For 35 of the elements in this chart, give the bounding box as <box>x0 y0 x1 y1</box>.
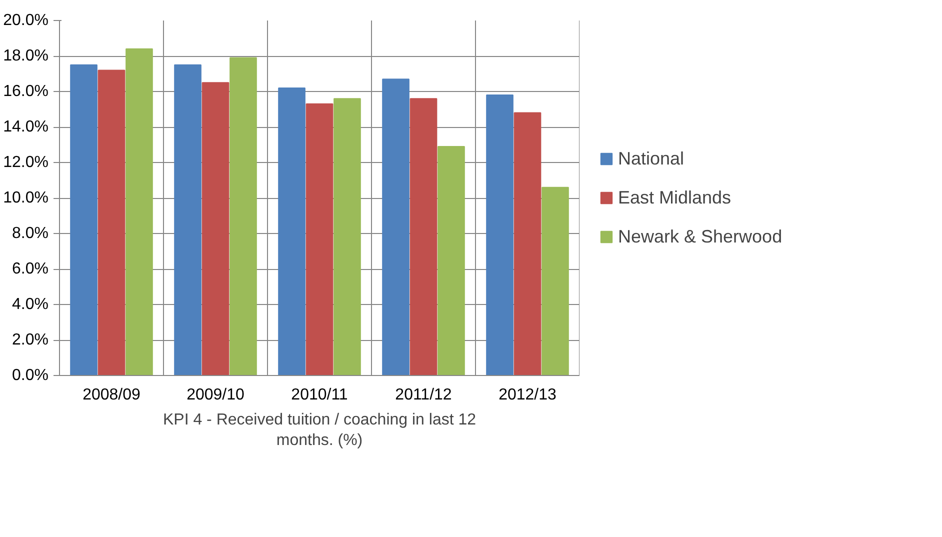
bar <box>278 87 306 376</box>
bar <box>202 82 230 376</box>
bar <box>486 94 514 376</box>
y-tick-label: 14.0% <box>3 118 49 136</box>
y-tick-label: 6.0% <box>12 260 48 278</box>
legend-label: Newark & Sherwood <box>618 226 782 247</box>
y-tick-label: 18.0% <box>3 48 49 64</box>
bar <box>514 112 542 376</box>
bar <box>542 186 569 376</box>
x-tick-label: 2011/12 <box>395 386 452 404</box>
y-tick-label: 10.0% <box>3 190 49 206</box>
x-tick-label: 2012/13 <box>498 386 557 404</box>
x-tick-label: 2008/09 <box>82 386 141 404</box>
bar <box>382 78 410 376</box>
y-tick-label: 20.0% <box>3 12 49 29</box>
bar <box>306 103 334 376</box>
legend-label: East Midlands <box>618 187 732 208</box>
y-tick-label: 16.0% <box>3 83 49 100</box>
bar <box>98 70 126 376</box>
y-tick-label: 8.0% <box>12 225 48 242</box>
y-tick-label: 12.0% <box>3 154 49 171</box>
y-tick-label: 2.0% <box>12 332 48 348</box>
x-tick-label: 2009/10 <box>186 386 245 404</box>
x-tick-label: 2010/11 <box>291 386 348 404</box>
bar <box>438 146 465 376</box>
bar <box>410 98 438 376</box>
bar <box>334 98 361 376</box>
y-tick-label: 4.0% <box>12 296 48 313</box>
bar <box>174 64 202 376</box>
bar <box>230 57 257 376</box>
legend-label: National <box>618 148 684 169</box>
y-tick-label: 0.0% <box>12 367 48 384</box>
bar <box>70 64 98 376</box>
bar <box>126 48 153 376</box>
x-axis-title: KPI 4 - Received tuition / coaching in last 12 months. (%) <box>162 412 476 449</box>
